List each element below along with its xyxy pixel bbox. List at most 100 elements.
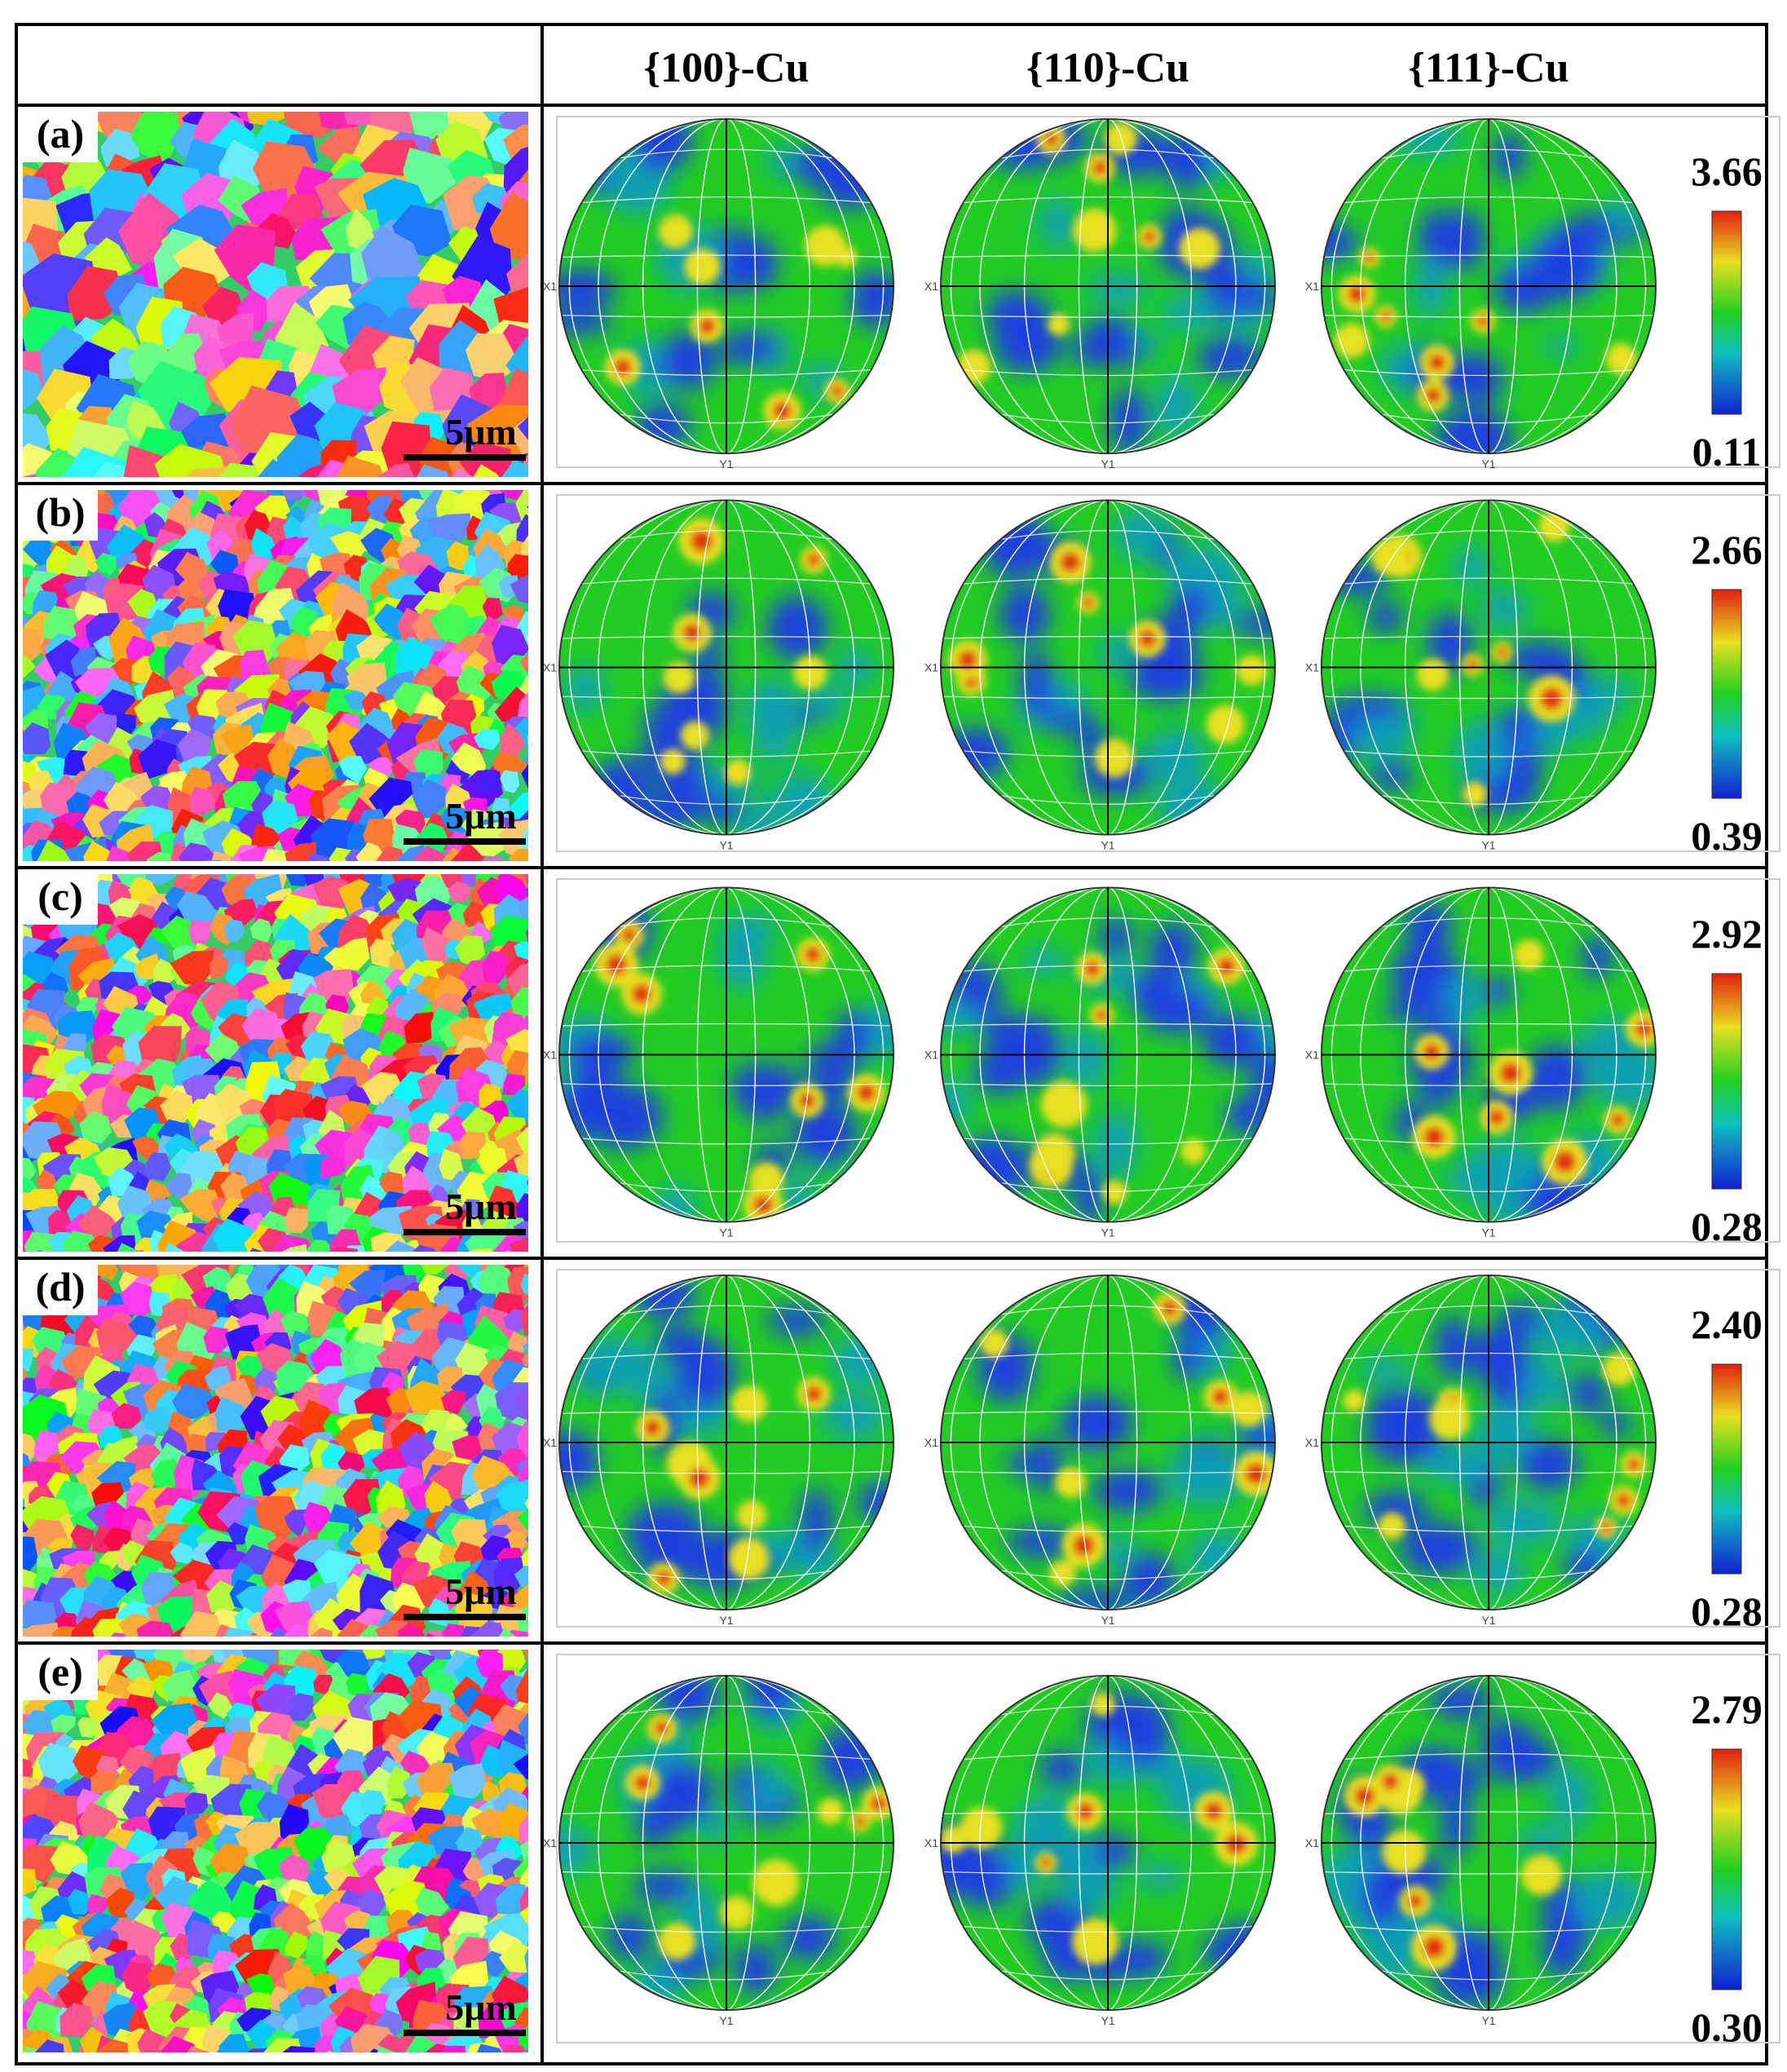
spot-core bbox=[1092, 160, 1108, 175]
grain bbox=[47, 1209, 73, 1236]
panel-label: (b) bbox=[35, 489, 85, 535]
grain bbox=[0, 484, 12, 513]
grain bbox=[514, 1151, 528, 1180]
grain bbox=[120, 1282, 156, 1317]
colorbar-max: 2.79 bbox=[1691, 1686, 1763, 1732]
pf-x-label: X1 bbox=[924, 280, 938, 293]
grain bbox=[473, 464, 500, 477]
grain bbox=[338, 755, 368, 784]
density-high bbox=[1371, 510, 1576, 806]
blob bbox=[1486, 1500, 1562, 1546]
grain bbox=[285, 1931, 309, 1959]
blob bbox=[633, 119, 692, 173]
label-box bbox=[23, 1265, 98, 1315]
blob bbox=[1039, 1750, 1084, 1787]
blob bbox=[766, 595, 827, 660]
scale-bar-label: 5μm bbox=[445, 1571, 516, 1612]
blob bbox=[770, 772, 833, 829]
grain bbox=[364, 1249, 375, 1252]
grain bbox=[79, 1111, 113, 1144]
grain bbox=[527, 1416, 528, 1430]
pf-y-label: Y1 bbox=[1101, 457, 1114, 471]
grain bbox=[23, 1355, 26, 1367]
grain bbox=[179, 842, 219, 861]
grain bbox=[404, 2033, 439, 2052]
grain bbox=[354, 50, 404, 102]
blob bbox=[1519, 1438, 1579, 1491]
blob bbox=[1330, 694, 1407, 719]
grain bbox=[531, 1716, 570, 1752]
grain bbox=[482, 598, 503, 621]
spot-core bbox=[1143, 230, 1156, 244]
grain bbox=[0, 1646, 8, 1670]
spot-core bbox=[613, 358, 632, 377]
grain bbox=[451, 742, 487, 780]
grain bbox=[0, 1216, 22, 1248]
grain bbox=[456, 1827, 483, 1857]
grain bbox=[542, 86, 594, 136]
blob bbox=[1060, 1836, 1101, 1908]
spot bbox=[1416, 658, 1449, 691]
spot bbox=[1102, 1180, 1127, 1205]
density-low bbox=[941, 1691, 1269, 1983]
pf-y-label: Y1 bbox=[719, 457, 733, 471]
blob bbox=[819, 1725, 884, 1791]
colorbar bbox=[1711, 1363, 1742, 1575]
colorbar-max: 3.66 bbox=[1691, 148, 1763, 194]
spot bbox=[805, 225, 846, 267]
density-low bbox=[1359, 1289, 1633, 1594]
grain bbox=[507, 61, 561, 110]
grain bbox=[99, 129, 140, 167]
pf-y-label: Y1 bbox=[1101, 1614, 1114, 1627]
ebsd-map bbox=[23, 1650, 571, 2072]
pole-figure bbox=[1321, 887, 1656, 1222]
pole-figure bbox=[559, 119, 894, 453]
blob bbox=[1241, 250, 1273, 285]
pf-y-label: Y1 bbox=[719, 1614, 733, 1627]
spot-core bbox=[831, 384, 844, 398]
grain bbox=[23, 1536, 38, 1571]
grain bbox=[23, 1729, 26, 1751]
grain bbox=[23, 456, 26, 476]
blob bbox=[1500, 1302, 1545, 1333]
pf-x-label: X1 bbox=[924, 661, 938, 674]
blob bbox=[857, 1482, 894, 1522]
spot bbox=[960, 1807, 1003, 1849]
blob bbox=[704, 800, 747, 825]
grain bbox=[86, 1893, 109, 1915]
blob bbox=[635, 1798, 676, 1846]
grain bbox=[151, 1703, 199, 1739]
grain bbox=[23, 726, 25, 748]
grain bbox=[227, 1522, 250, 1545]
spot-core bbox=[1476, 315, 1489, 328]
grain bbox=[286, 1693, 315, 1721]
spot bbox=[1463, 781, 1488, 806]
pole-figure bbox=[1321, 119, 1656, 453]
grain bbox=[532, 452, 571, 493]
grain bbox=[246, 112, 289, 126]
grain bbox=[455, 2067, 491, 2072]
grain bbox=[310, 1628, 333, 1637]
spot-core bbox=[1423, 1936, 1446, 1959]
grain bbox=[542, 1175, 583, 1215]
grain bbox=[184, 1791, 209, 1816]
spot bbox=[1382, 1830, 1427, 1875]
grain bbox=[506, 554, 528, 582]
grain bbox=[320, 1155, 346, 1179]
grain bbox=[253, 1367, 278, 1393]
grain bbox=[545, 1968, 571, 1996]
grain bbox=[23, 655, 37, 678]
grain bbox=[205, 1432, 227, 1452]
pf-x-label: X1 bbox=[1305, 1049, 1319, 1062]
grain bbox=[536, 1919, 563, 1946]
grain bbox=[448, 881, 472, 903]
label-box bbox=[23, 1650, 98, 1700]
spot-core bbox=[804, 946, 822, 963]
grain bbox=[412, 1244, 437, 1252]
grain bbox=[0, 1407, 14, 1442]
blob bbox=[1196, 337, 1265, 378]
blob bbox=[1549, 1766, 1594, 1827]
pf-x-label: X1 bbox=[543, 1436, 557, 1449]
grain bbox=[472, 769, 501, 793]
blob bbox=[792, 1102, 858, 1165]
